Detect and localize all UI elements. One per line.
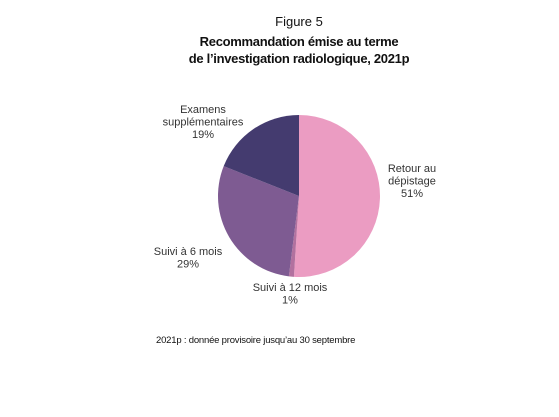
slice-label: Suivi à 12 mois (253, 282, 328, 294)
pie-slice (293, 115, 380, 277)
value-label: 1% (282, 295, 298, 307)
slice-label: dépistage (388, 176, 436, 188)
value-label: 29% (177, 259, 199, 271)
value-label: 51% (401, 188, 423, 200)
slice-label: Examens (180, 104, 226, 116)
pie-slice (223, 115, 299, 196)
chart-title: de l’investigation radiologique, 2021p (189, 51, 410, 66)
slice-label: supplémentaires (163, 117, 244, 129)
pie-slice (218, 166, 299, 277)
slice-label: Suivi à 6 mois (154, 246, 223, 258)
figure-label: Figure 5 (275, 14, 323, 29)
value-label: 19% (192, 129, 214, 141)
note: 2021p : donnée provisoire jusqu’au 30 se… (156, 335, 355, 346)
slice-label: Retour au (388, 163, 436, 175)
chart-title: Recommandation émise au terme (200, 34, 399, 49)
pie-slice (288, 196, 299, 277)
